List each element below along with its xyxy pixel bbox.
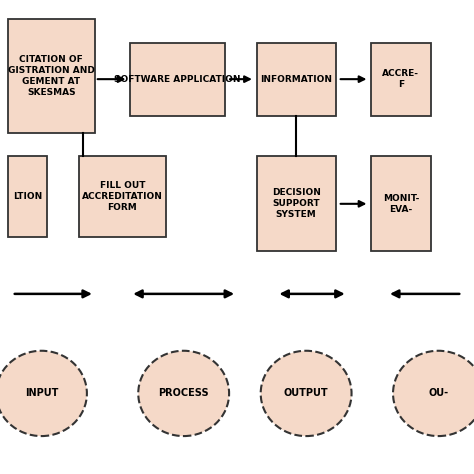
FancyBboxPatch shape	[79, 156, 166, 237]
Text: LTION: LTION	[13, 192, 42, 201]
Text: SOFTWARE APPLICATION: SOFTWARE APPLICATION	[115, 75, 241, 84]
Ellipse shape	[261, 351, 352, 436]
Ellipse shape	[0, 351, 87, 436]
Text: ACCRE-
F: ACCRE- F	[383, 69, 419, 90]
Text: DECISION
SUPPORT
SYSTEM: DECISION SUPPORT SYSTEM	[272, 188, 321, 219]
Ellipse shape	[138, 351, 229, 436]
Text: CITATION OF
GISTRATION AND
GEMENT AT
SKESMAS: CITATION OF GISTRATION AND GEMENT AT SKE…	[8, 55, 95, 97]
FancyBboxPatch shape	[371, 156, 430, 251]
Text: INPUT: INPUT	[25, 388, 58, 399]
Text: INFORMATION: INFORMATION	[260, 75, 332, 84]
FancyBboxPatch shape	[8, 19, 95, 133]
Text: OU-: OU-	[428, 388, 448, 399]
FancyBboxPatch shape	[257, 156, 336, 251]
FancyBboxPatch shape	[130, 43, 225, 116]
FancyBboxPatch shape	[371, 43, 430, 116]
Text: FILL OUT
ACCREDITATION
FORM: FILL OUT ACCREDITATION FORM	[82, 181, 163, 212]
FancyBboxPatch shape	[257, 43, 336, 116]
FancyBboxPatch shape	[8, 156, 47, 237]
Text: MONIT-
EVA-: MONIT- EVA-	[383, 194, 419, 214]
Ellipse shape	[393, 351, 474, 436]
Text: PROCESS: PROCESS	[158, 388, 209, 399]
Text: OUTPUT: OUTPUT	[284, 388, 328, 399]
